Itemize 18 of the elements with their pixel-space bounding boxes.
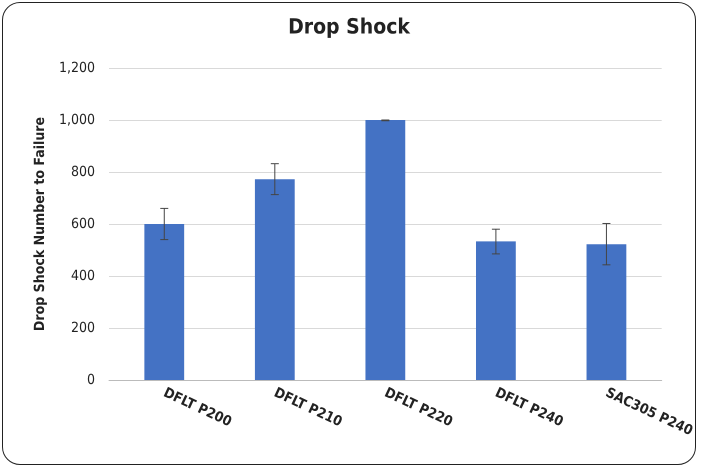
bar xyxy=(476,241,516,380)
y-tick-label: 0 xyxy=(86,372,95,388)
y-tick-label: 400 xyxy=(70,268,95,284)
x-tick-label: DFLT P220 xyxy=(382,384,456,430)
x-tick-label: DFLT P210 xyxy=(271,384,345,430)
bar xyxy=(365,120,406,380)
y-axis-title: Drop Shock Number to Failure xyxy=(32,116,48,332)
bar xyxy=(254,179,295,380)
chart-title: Drop Shock xyxy=(288,14,410,38)
x-tick-label: DFLT P240 xyxy=(492,384,566,430)
bar xyxy=(586,244,626,380)
x-tick-label: DFLT P200 xyxy=(160,384,234,430)
y-tick-label: 800 xyxy=(70,164,95,180)
y-tick-label: 600 xyxy=(70,216,95,232)
bar xyxy=(144,224,184,380)
y-tick-label: 1,200 xyxy=(58,60,95,76)
y-tick-label: 200 xyxy=(70,320,95,336)
y-tick-label: 1,000 xyxy=(58,112,95,128)
